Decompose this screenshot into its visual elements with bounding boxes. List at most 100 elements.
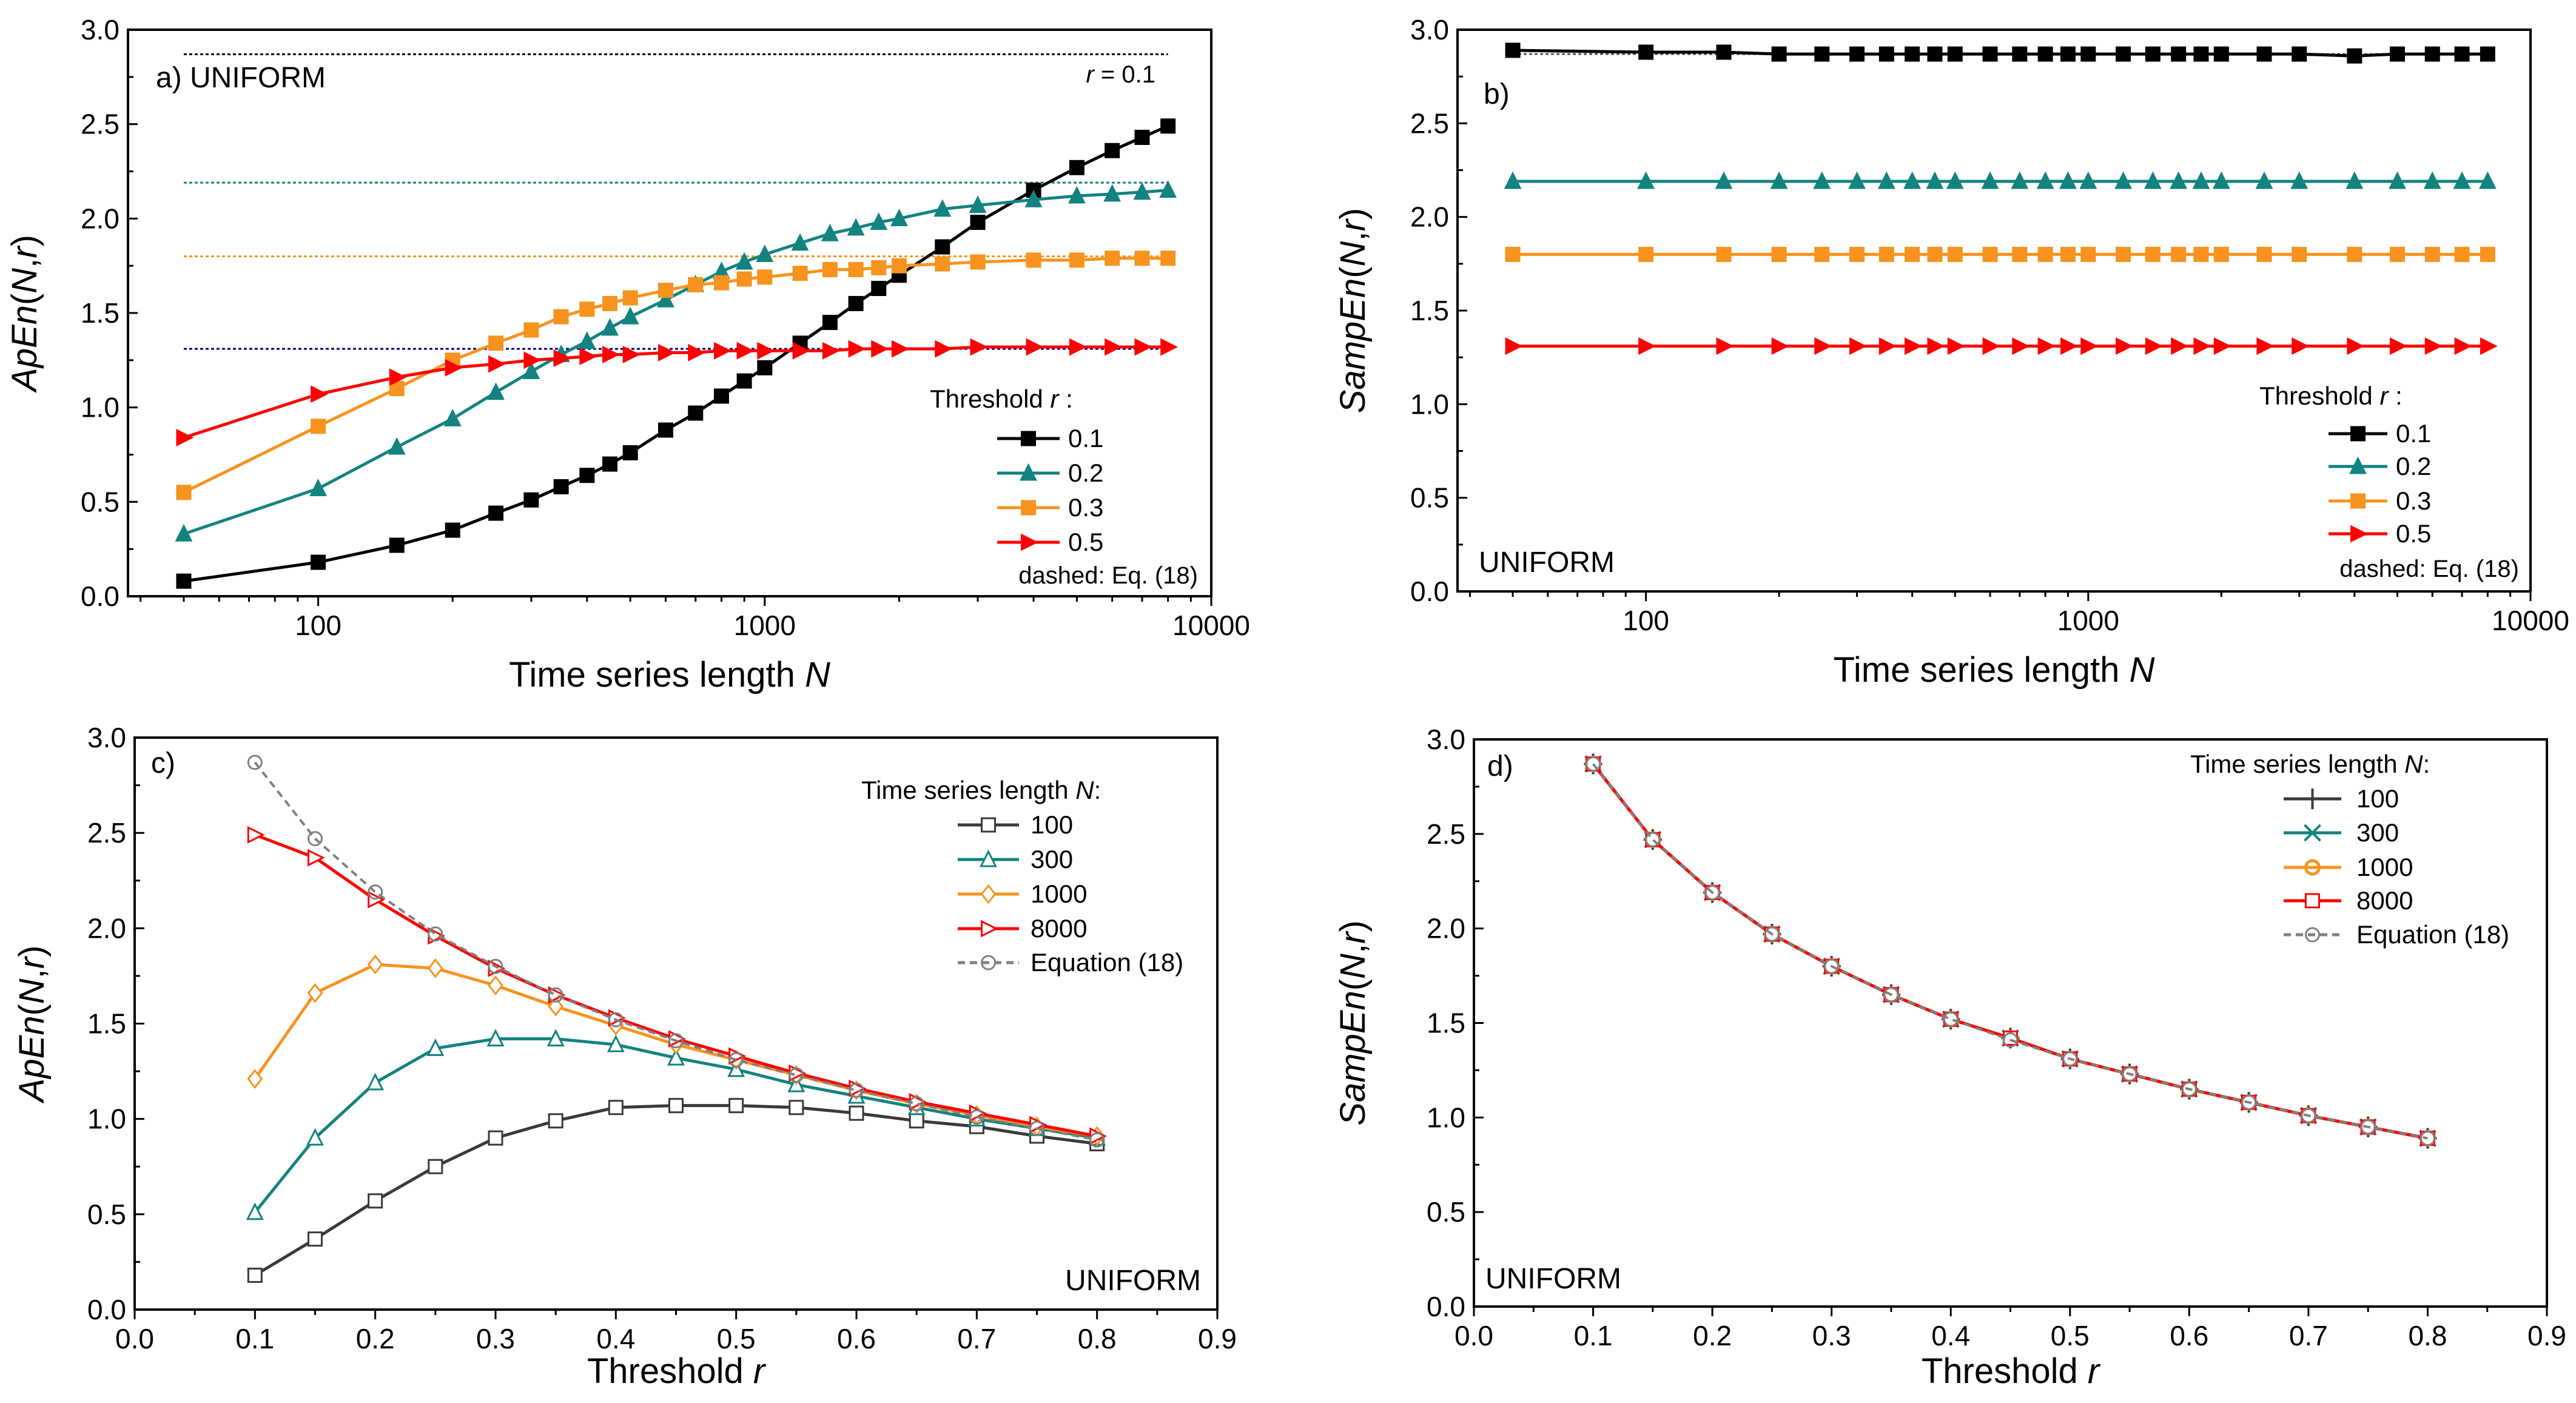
x-tick-label: 0.4: [1931, 1320, 1970, 1351]
x-tick-label: 0.3: [476, 1323, 515, 1354]
data-point-marker: [2116, 337, 2133, 355]
square-marker: [1947, 246, 1963, 262]
data-point-marker: [981, 955, 996, 971]
data-point-marker: [2080, 46, 2096, 62]
data-point-marker: [2256, 337, 2275, 355]
triangle-marker: [848, 340, 866, 358]
square-marker: [909, 1113, 924, 1129]
data-point-marker: [548, 996, 564, 1017]
data-point-marker: [789, 1100, 804, 1115]
triangle-marker: [792, 341, 810, 360]
data-point-marker: [1878, 337, 1897, 355]
data-point-marker: [1160, 118, 1176, 134]
data-point-marker: [247, 1267, 263, 1283]
data-point-marker: [553, 349, 571, 368]
legend: Threshold r : 0.1 0.2 0.3 0.5 dashed: Eq. (18…: [2259, 382, 2519, 582]
chart-panel-c: 0.0 0.5 1.0 1.5 2.0 2.5 3.0 0.0 0.1 0.2 0.3 0.4 0.5 0…: [12, 722, 1237, 1391]
data-point-marker: [822, 261, 838, 277]
data-point-marker: [608, 1100, 624, 1115]
triangle-marker: [847, 218, 865, 236]
triangle-marker: [2036, 171, 2054, 189]
square-marker: [247, 1267, 263, 1283]
x-tick-label: 0.5: [717, 1323, 756, 1354]
data-point-marker: [1947, 246, 1963, 262]
triangle-marker: [1848, 171, 1866, 189]
distribution-label: UNIFORM: [1485, 1263, 1621, 1295]
data-point-marker: [578, 331, 596, 349]
data-point-marker: [2420, 1131, 2435, 1146]
data-point-marker: [847, 218, 865, 236]
data-point-marker: [757, 341, 775, 360]
circle-marker: [2122, 1066, 2137, 1082]
data-point-marker: [1021, 533, 1038, 551]
data-point-marker: [601, 318, 619, 336]
data-point-marker: [2292, 337, 2310, 355]
data-point-marker: [2454, 46, 2470, 62]
triangle-marker: [871, 340, 889, 358]
triangle-marker: [311, 385, 328, 403]
x-tick-label: 1000: [734, 610, 796, 641]
data-point-marker: [891, 340, 909, 358]
triangle-marker: [443, 408, 462, 426]
data-point-marker: [2116, 46, 2131, 62]
circle-marker: [1089, 1132, 1105, 1148]
data-point-marker: [1505, 42, 1521, 58]
triangle-marker: [2347, 337, 2365, 355]
square-marker: [2347, 48, 2362, 64]
data-point-marker: [2423, 171, 2441, 189]
legend-label: 300: [1031, 845, 1073, 873]
data-point-marker: [2360, 1119, 2376, 1135]
data-point-marker: [1069, 338, 1087, 356]
triangle-marker: [1905, 337, 1922, 355]
circle-marker: [368, 884, 383, 900]
x-axis-title: Time series length N: [509, 655, 830, 695]
triangle-marker: [388, 437, 406, 455]
y-tick-label: 1.0: [81, 392, 119, 423]
data-point-marker: [871, 260, 887, 275]
square-marker: [2037, 246, 2053, 262]
legend-title: Time series length N:: [861, 776, 1101, 804]
y-tick-label: 3.0: [1410, 14, 1449, 45]
square-marker: [1134, 251, 1150, 266]
triangle-marker: [756, 244, 774, 262]
y-tick-label: 0.5: [87, 1199, 126, 1230]
series-line: [1592, 762, 2428, 1140]
data-point-marker: [848, 295, 864, 311]
square-marker: [848, 295, 864, 311]
data-point-marker: [2037, 46, 2053, 62]
data-point-marker: [2171, 46, 2187, 62]
legend-label: 0.1: [1068, 424, 1103, 453]
data-point-marker: [789, 1067, 804, 1083]
square-marker: [2193, 246, 2209, 262]
triangle-marker: [2480, 337, 2498, 355]
triangle-marker: [522, 362, 540, 380]
triangle-marker: [553, 349, 571, 368]
data-point-marker: [1927, 246, 1943, 262]
x-axis-title: Threshold r: [1922, 1351, 2101, 1391]
data-point-marker: [848, 340, 866, 358]
triangle-marker: [389, 368, 407, 386]
data-point-marker: [980, 849, 997, 867]
data-point-marker: [622, 445, 638, 460]
data-point-marker: [486, 1029, 505, 1047]
x-tick-label: 0.3: [1812, 1320, 1851, 1351]
data-point-marker: [1160, 251, 1176, 266]
square-marker: [1814, 246, 1830, 262]
data-point-marker: [2305, 893, 2320, 909]
data-point-marker: [1877, 171, 1895, 189]
square-marker: [2171, 46, 2187, 62]
y-tick-label: 0.0: [1410, 576, 1449, 607]
data-point-marker: [1069, 160, 1085, 175]
series-0-5: [176, 338, 1179, 446]
circle-marker: [608, 1012, 624, 1028]
data-point-marker: [388, 437, 406, 455]
diamond-marker: [247, 1069, 263, 1089]
legend: Time series length N: 100 300 1000 8000 Equat…: [2190, 750, 2509, 949]
triangle-marker: [2079, 171, 2097, 189]
data-point-marker: [1814, 337, 1832, 355]
data-point-marker: [2424, 246, 2440, 262]
data-point-marker: [443, 408, 462, 426]
data-point-marker: [688, 343, 706, 362]
legend-label: 0.2: [2396, 452, 2431, 480]
data-point-marker: [523, 351, 542, 369]
